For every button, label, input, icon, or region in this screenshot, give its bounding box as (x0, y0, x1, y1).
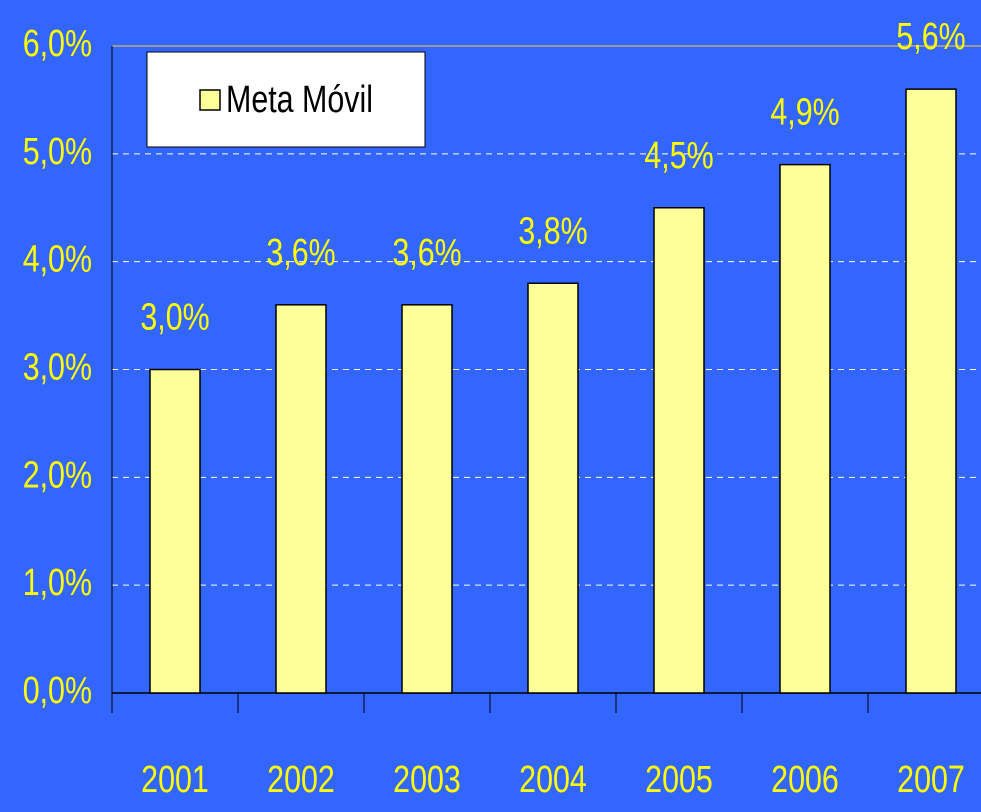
y-tick-label: 4,0% (23, 239, 92, 281)
y-tick-label: 1,0% (23, 562, 92, 604)
legend-box (146, 51, 426, 148)
bar (905, 88, 957, 694)
y-tick-label: 0,0% (23, 670, 92, 712)
legend-label: Meta Móvil (226, 79, 373, 121)
value-label: 4,9% (770, 92, 839, 134)
x-tick-label: 2004 (519, 759, 587, 801)
x-tick-label: 2005 (645, 759, 713, 801)
x-tick-label: 2002 (267, 759, 335, 801)
value-label: 3,6% (266, 232, 335, 274)
x-tick-label: 2003 (393, 759, 461, 801)
value-label: 3,6% (392, 232, 461, 274)
bar (149, 368, 201, 694)
y-tick-label: 3,0% (23, 346, 92, 388)
value-label: 3,8% (518, 210, 587, 252)
x-tick-label: 2006 (771, 759, 839, 801)
bar (401, 304, 453, 694)
bar (275, 304, 327, 694)
bar (653, 207, 705, 694)
value-label: 3,0% (140, 296, 209, 338)
legend-swatch (199, 89, 221, 111)
x-tick-label: 2001 (141, 759, 209, 801)
x-tick-label: 2007 (897, 759, 965, 801)
value-label: 4,5% (644, 135, 713, 177)
y-tick-label: 2,0% (23, 454, 92, 496)
y-tick-label: 6,0% (23, 23, 92, 65)
bar (527, 282, 579, 694)
value-label: 5,6% (896, 16, 965, 58)
y-tick-label: 5,0% (23, 131, 92, 173)
bar (779, 163, 831, 694)
